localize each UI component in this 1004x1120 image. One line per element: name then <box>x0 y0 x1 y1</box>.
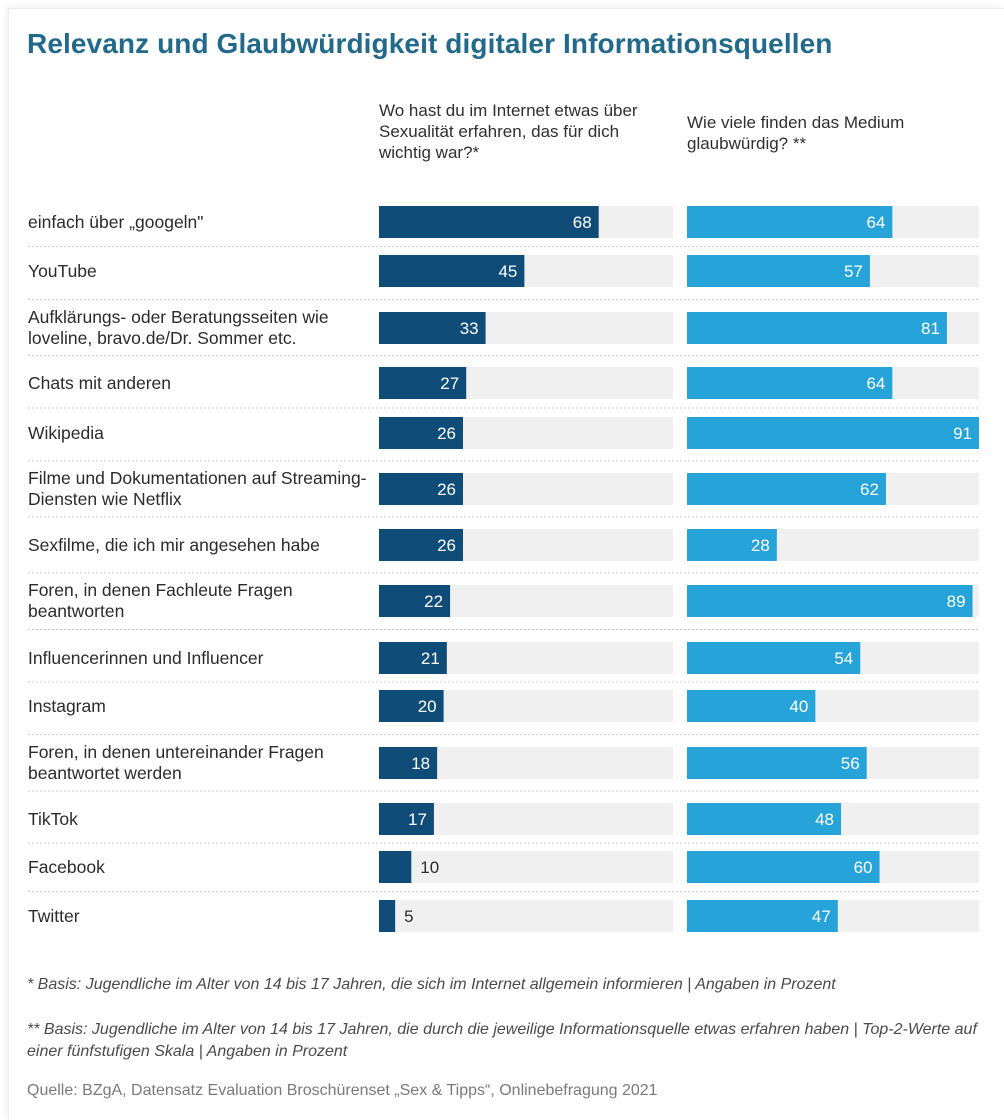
bar-credibility <box>687 803 842 835</box>
data-label: 57 <box>844 262 863 281</box>
data-label: 20 <box>418 697 437 716</box>
category-label: Facebook <box>28 856 105 877</box>
bar-track <box>379 851 673 883</box>
bar-relevance <box>379 747 438 779</box>
category-label: Wikipedia <box>28 422 104 443</box>
source-note: Quelle: BZgA, Datensatz Evaluation Brosc… <box>27 1082 658 1099</box>
category-label: Aufklärungs- oder Beratungsseiten wie lo… <box>28 307 329 348</box>
category-label: Foren, in denen Fachleute Fragen beantwo… <box>28 580 293 621</box>
category-label: Filme und Dokumentationen auf Streaming-… <box>28 468 367 509</box>
left-column-header: Wo hast du im Internet etwas über Sexual… <box>379 101 638 162</box>
category-label: Influencerinnen und Influencer <box>28 647 264 668</box>
bar-relevance <box>379 312 486 344</box>
category-label: Foren, in denen untereinander Fragen bea… <box>28 742 324 783</box>
data-label: 81 <box>921 319 940 338</box>
data-label: 21 <box>421 649 440 668</box>
bar-credibility <box>687 747 867 779</box>
data-label: 64 <box>866 374 885 393</box>
bar-relevance <box>379 417 463 449</box>
data-label: 45 <box>498 262 517 281</box>
chart-card <box>8 8 1004 1120</box>
right-column-header: Wie viele finden das Medium glaubwürdig?… <box>687 113 905 153</box>
bar-credibility <box>687 255 870 287</box>
data-label: 60 <box>854 858 873 877</box>
data-label: 27 <box>440 374 459 393</box>
bar-credibility <box>687 312 947 344</box>
bar-relevance <box>379 900 396 932</box>
bar-relevance <box>379 803 434 835</box>
bar-relevance <box>379 255 525 287</box>
data-label: 91 <box>953 424 972 443</box>
bar-credibility <box>687 529 777 561</box>
data-label: 64 <box>866 213 885 232</box>
data-label: 5 <box>404 907 413 926</box>
data-label: 47 <box>812 907 831 926</box>
data-label: 17 <box>408 810 427 829</box>
data-label: 22 <box>424 592 443 611</box>
footnote-1: * Basis: Jugendliche im Alter von 14 bis… <box>27 976 836 993</box>
data-label: 10 <box>420 858 439 877</box>
category-label: Twitter <box>28 905 80 926</box>
bar-track <box>379 900 673 932</box>
footnote-2: ** Basis: Jugendliche im Alter von 14 bi… <box>27 1021 977 1060</box>
bar-relevance <box>379 585 451 617</box>
bar-credibility <box>687 367 893 399</box>
bar-credibility <box>687 206 893 238</box>
category-label: Sexfilme, die ich mir angesehen habe <box>28 534 320 555</box>
category-label: Chats mit anderen <box>28 372 171 393</box>
bar-credibility <box>687 417 979 449</box>
data-label: 89 <box>947 592 966 611</box>
data-label: 26 <box>437 536 456 555</box>
data-label: 56 <box>841 754 860 773</box>
bar-relevance <box>379 642 447 674</box>
data-label: 48 <box>815 810 834 829</box>
category-label: einfach über „googeln" <box>28 211 204 232</box>
category-label: YouTube <box>28 260 97 281</box>
bar-relevance <box>379 367 467 399</box>
data-label: 68 <box>573 213 592 232</box>
data-label: 28 <box>751 536 770 555</box>
bar-credibility <box>687 642 861 674</box>
bar-relevance <box>379 690 444 722</box>
bar-credibility <box>687 900 838 932</box>
bar-credibility <box>687 473 886 505</box>
bar-relevance <box>379 473 463 505</box>
data-label: 62 <box>860 480 879 499</box>
bar-relevance <box>379 206 599 238</box>
bar-relevance <box>379 529 463 561</box>
data-label: 33 <box>460 319 479 338</box>
bar-credibility <box>687 585 973 617</box>
data-label: 40 <box>789 697 808 716</box>
data-label: 18 <box>411 754 430 773</box>
data-label: 26 <box>437 424 456 443</box>
chart-title: Relevanz und Glaubwürdigkeit digitaler I… <box>27 28 833 59</box>
bar-relevance <box>379 851 412 883</box>
category-label: Instagram <box>28 695 106 716</box>
bar-credibility <box>687 851 880 883</box>
bar-credibility <box>687 690 816 722</box>
data-label: 54 <box>834 649 853 668</box>
data-label: 26 <box>437 480 456 499</box>
category-label: TikTok <box>28 808 78 829</box>
